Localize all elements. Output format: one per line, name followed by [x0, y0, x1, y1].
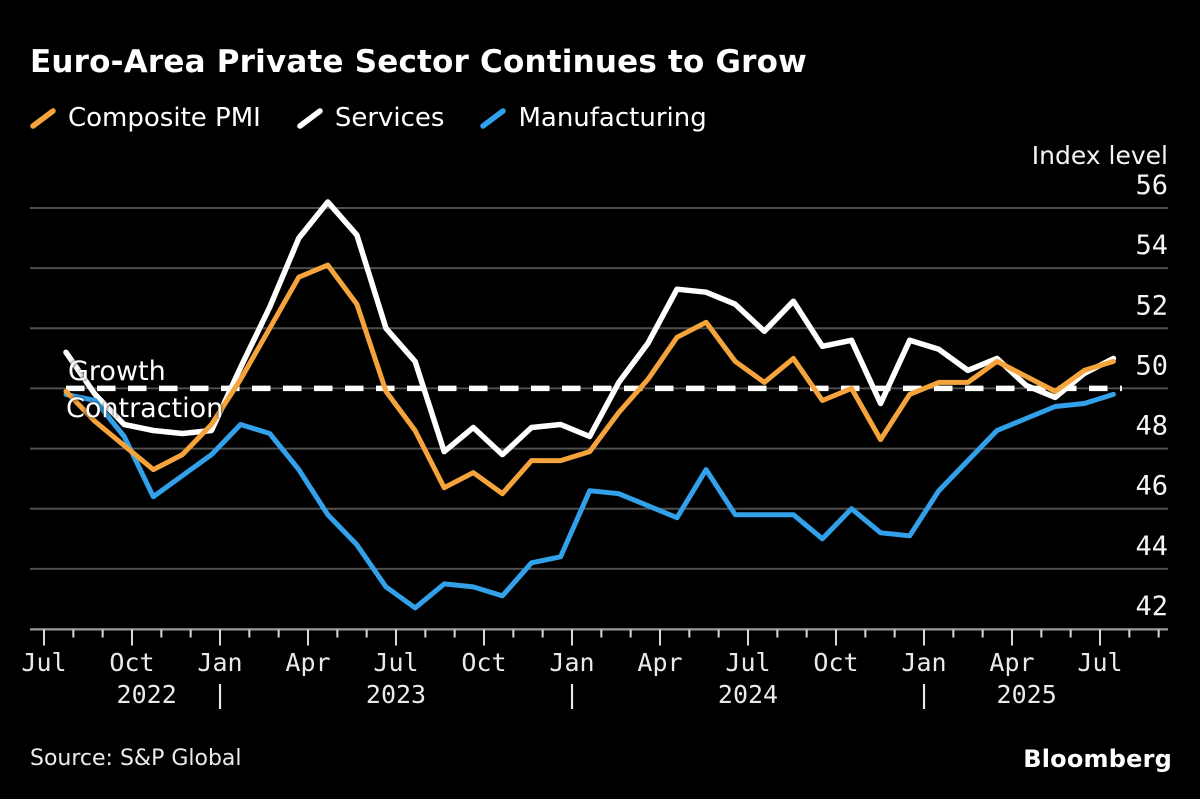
- y-tick-labels: 42 44 46 48 50 52 54 56: [1135, 170, 1168, 622]
- contraction-annotation: Contraction: [66, 393, 224, 424]
- x-tick-label: Jan: [901, 648, 946, 677]
- legend-label-services: Services: [334, 103, 445, 133]
- x-tick-label: Jan: [197, 648, 242, 677]
- y-tick-label-42: 42: [1135, 591, 1168, 622]
- x-tick-label: Jul: [725, 648, 770, 677]
- year-divider: |: [564, 680, 579, 709]
- x-tick-label: Jul: [1077, 648, 1122, 677]
- x-axis: Jul Oct Jan Apr Jul Oct Jan Apr Jul Oct Jan Apr Jul 2…: [21, 628, 1168, 709]
- y-tick-label-52: 52: [1135, 290, 1168, 321]
- bloomberg-logo: Bloomberg: [1023, 745, 1172, 773]
- x-year-label: 2024: [718, 680, 778, 709]
- legend-item-manufacturing: Manufacturing: [480, 103, 707, 133]
- series-line-manufacturing: [63, 391, 1116, 611]
- series-lines: [63, 199, 1117, 611]
- x-year-label: 2023: [366, 680, 426, 709]
- y-tick-label-44: 44: [1135, 531, 1168, 562]
- legend-item-services: Services: [297, 103, 445, 133]
- legend-label-manufacturing: Manufacturing: [518, 103, 707, 133]
- legend-label-composite: Composite PMI: [68, 103, 261, 133]
- x-tick-label: Jul: [373, 648, 418, 677]
- year-divider: |: [212, 680, 227, 709]
- x-tick-label: Oct: [461, 648, 506, 677]
- series-line-services: [63, 199, 1117, 458]
- source-attribution: Source: S&P Global: [30, 746, 242, 771]
- line-swatch-icon: [480, 107, 507, 129]
- chart-title: Euro-Area Private Sector Continues to Gr…: [30, 44, 807, 80]
- chart-legend: Composite PMI Services Manufacturing: [30, 103, 707, 133]
- x-tick-label: Oct: [813, 648, 858, 677]
- x-tick-label: Apr: [285, 648, 330, 677]
- growth-annotation: Growth: [68, 356, 166, 387]
- series-line-composite-pmi: [63, 262, 1116, 497]
- x-year-label: 2022: [117, 680, 177, 709]
- y-tick-label-50: 50: [1135, 350, 1168, 381]
- year-divider: |: [916, 680, 931, 709]
- legend-item-composite: Composite PMI: [30, 103, 261, 133]
- x-year-label: 2025: [997, 680, 1057, 709]
- x-tick-label: Jan: [549, 648, 594, 677]
- x-tick-label: Apr: [637, 648, 682, 677]
- y-tick-label-56: 56: [1135, 170, 1168, 201]
- x-tick-label: Jul: [21, 648, 66, 677]
- y-axis-title: Index level: [1031, 141, 1168, 170]
- line-swatch-icon: [30, 107, 56, 129]
- x-tick-label: Oct: [109, 648, 154, 677]
- x-tick-label: Apr: [989, 648, 1034, 677]
- y-tick-label-54: 54: [1135, 230, 1168, 261]
- line-swatch-icon: [297, 107, 323, 129]
- y-tick-label-46: 46: [1135, 471, 1168, 502]
- y-tick-label-48: 48: [1135, 411, 1168, 442]
